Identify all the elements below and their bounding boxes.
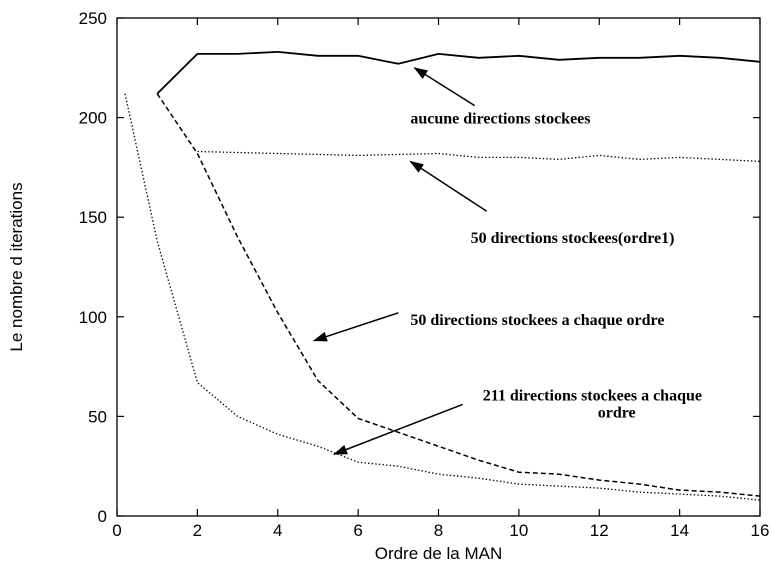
tick-layer: 0 2 4 6 8 10 12 14 16 0 50 100 150 200 250 bbox=[79, 9, 770, 540]
x-axis-title: Ordre de la MAN bbox=[375, 544, 503, 563]
plot-border bbox=[116, 17, 761, 517]
y-tick-label: 100 bbox=[79, 308, 107, 327]
x-tick-label: 12 bbox=[590, 521, 609, 540]
annotation-arrow-1 bbox=[413, 67, 476, 107]
annotation-arrow-4 bbox=[333, 403, 463, 455]
x-tick-label: 16 bbox=[751, 521, 770, 540]
series-line-4 bbox=[124, 93, 761, 501]
series-layer bbox=[124, 51, 761, 501]
x-tick-label: 6 bbox=[353, 521, 362, 540]
series-line-2 bbox=[197, 150, 761, 163]
y-axis-title: Le nombre d iterations bbox=[7, 182, 26, 351]
y-tick-label: 0 bbox=[98, 507, 107, 526]
plot-area bbox=[116, 17, 761, 517]
annotation-layer: aucune directions stockees 50 directions … bbox=[312, 67, 702, 455]
annotation-label-4-line-2: ordre bbox=[598, 404, 636, 421]
x-tick-label: 14 bbox=[670, 521, 689, 540]
annotation-arrow-2 bbox=[409, 160, 488, 212]
x-tick-label: 8 bbox=[434, 521, 443, 540]
annotation-label-1: aucune directions stockees bbox=[410, 111, 590, 128]
x-tick-label: 4 bbox=[273, 521, 282, 540]
annotation-label-3: 50 directions stockees a chaque ordre bbox=[410, 312, 664, 329]
series-line-3 bbox=[156, 93, 761, 497]
series-line-1 bbox=[156, 51, 761, 95]
annotation-label-2: 50 directions stockees(ordre1) bbox=[471, 230, 675, 247]
y-tick-label: 50 bbox=[88, 407, 107, 426]
annotation-label-4: 211 directions stockees a chaque bbox=[483, 387, 702, 404]
y-tick-label: 250 bbox=[79, 9, 107, 28]
annotation-arrow-3 bbox=[312, 312, 399, 342]
y-tick-label: 200 bbox=[79, 109, 107, 128]
x-tick-label: 2 bbox=[193, 521, 202, 540]
x-tick-label: 0 bbox=[112, 521, 121, 540]
x-tick-label: 10 bbox=[509, 521, 528, 540]
y-tick-label: 150 bbox=[79, 208, 107, 227]
